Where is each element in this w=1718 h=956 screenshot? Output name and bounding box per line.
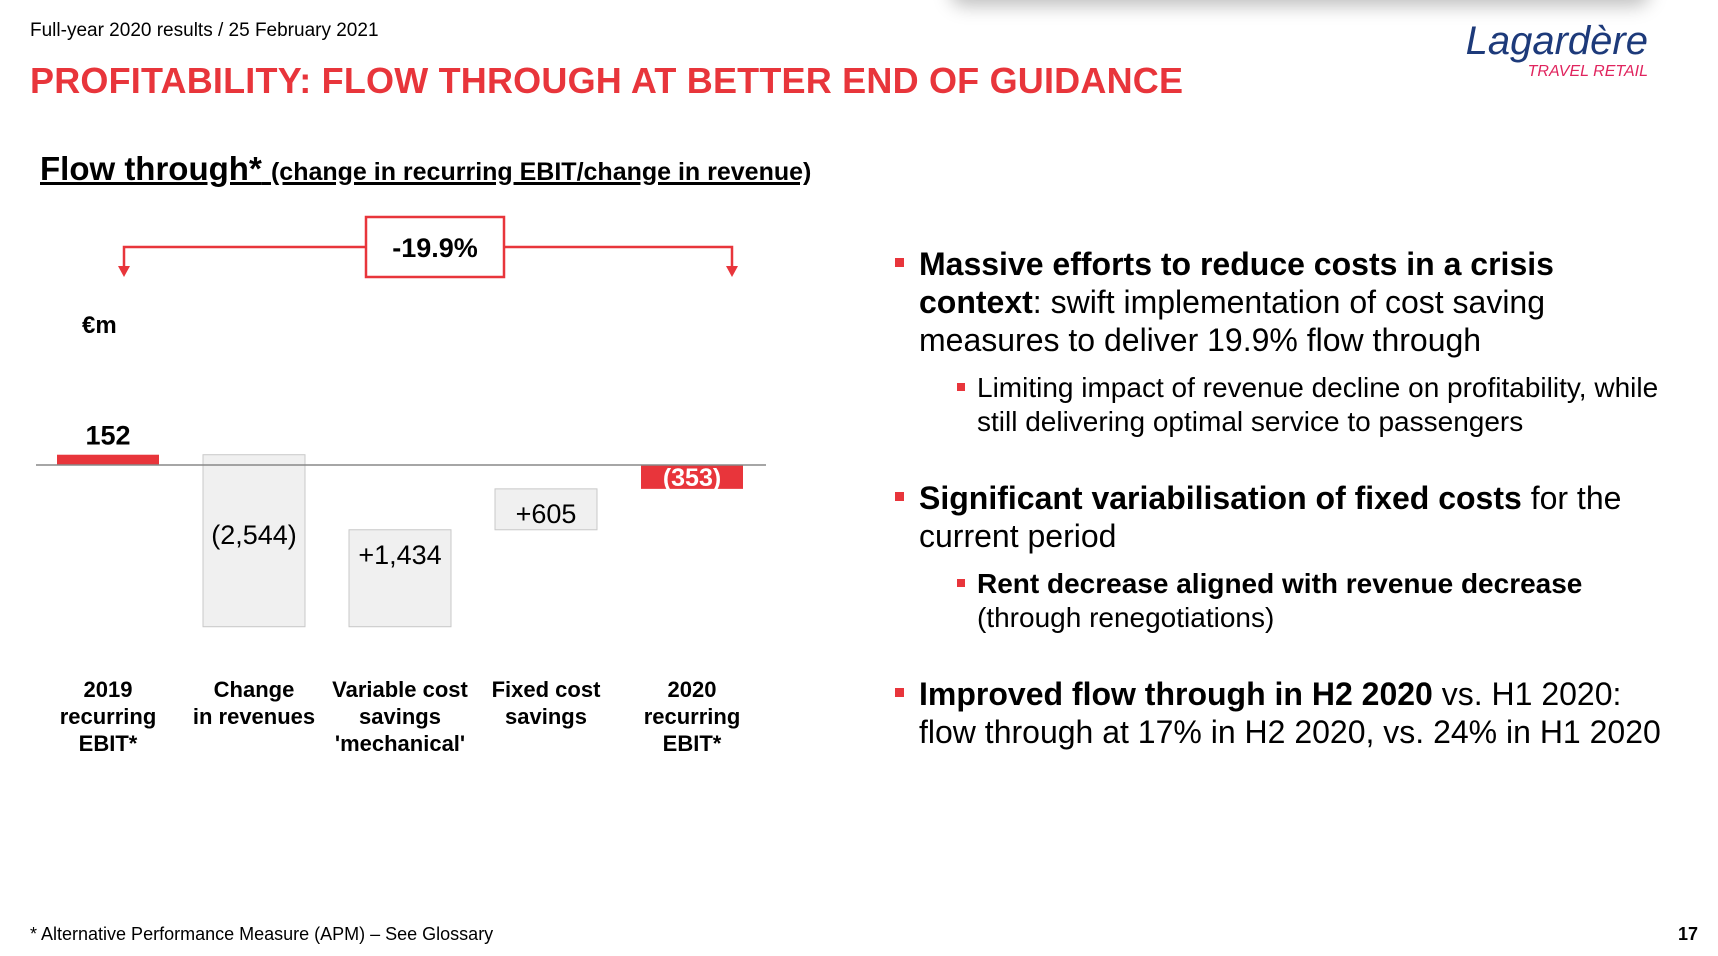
category-tick-label: EBIT* bbox=[79, 731, 138, 756]
bar-value-label: 152 bbox=[85, 421, 130, 451]
unit-label: €m bbox=[82, 312, 117, 339]
category-tick-label: savings bbox=[505, 704, 587, 729]
bullet-h2-flow-through: Improved flow through in H2 2020 vs. H1 … bbox=[895, 675, 1685, 751]
waterfall-bar bbox=[348, 529, 452, 628]
chart-title: Flow through* bbox=[40, 150, 262, 187]
bullet-text: vs. H1 2020: flow through at 17% in H2 2… bbox=[919, 676, 1661, 750]
chart-heading: Flow through* (change in recurring EBIT/… bbox=[40, 150, 811, 188]
bullet-text: : swift implementation of cost saving me… bbox=[919, 284, 1546, 358]
flow-through-waterfall-chart: €m152(2,544)+1,434+605(353)2019recurring… bbox=[36, 215, 766, 756]
bar-value-label: +1,434 bbox=[358, 540, 441, 570]
category-tick-label: savings bbox=[359, 704, 441, 729]
category-tick-label: recurring bbox=[60, 704, 157, 729]
commentary-bullets: Massive efforts to reduce costs in a cri… bbox=[895, 245, 1685, 791]
waterfall-bar bbox=[202, 454, 306, 628]
annotation-arrow-left bbox=[118, 266, 130, 277]
bar-value-label: (2,544) bbox=[211, 520, 297, 550]
annotation-bracket-left bbox=[122, 245, 366, 268]
bullet-bold: Significant variabilisation of fixed cos… bbox=[919, 480, 1522, 516]
category-tick-label: 2020 bbox=[668, 677, 717, 702]
sub-bullet-rent-decrease: Rent decrease aligned with revenue decre… bbox=[957, 567, 1685, 635]
bullet-bold: Massive efforts to reduce costs in a cri… bbox=[919, 246, 1554, 320]
category-tick-label: Fixed cost bbox=[492, 677, 601, 702]
logo-wordmark: Lagardère bbox=[1466, 19, 1648, 63]
category-tick-label: Change bbox=[214, 677, 295, 702]
sub-bullet-bold: Rent decrease aligned with revenue decre… bbox=[977, 568, 1583, 599]
page-number: 17 bbox=[1677, 924, 1698, 944]
bullet-text: for the current period bbox=[919, 480, 1622, 554]
chart-subtitle: (change in recurring EBIT/change in reve… bbox=[270, 158, 812, 186]
bullet-bold: Improved flow through in H2 2020 bbox=[919, 676, 1433, 712]
category-tick-label: recurring bbox=[644, 704, 741, 729]
bullet-fixed-costs: Significant variabilisation of fixed cos… bbox=[895, 479, 1685, 635]
lagardere-logo: Lagardère TRAVEL RETAIL bbox=[1466, 19, 1648, 80]
bullet-cost-reduction: Massive efforts to reduce costs in a cri… bbox=[895, 245, 1685, 439]
waterfall-bar bbox=[57, 454, 159, 465]
category-tick-label: Variable cost bbox=[332, 677, 468, 702]
annotation-flow-through-value: -19.9% bbox=[392, 233, 478, 263]
category-tick-label: EBIT* bbox=[663, 731, 722, 756]
waterfall-bar bbox=[494, 488, 598, 531]
category-tick-label: in revenues bbox=[193, 704, 315, 729]
sub-bullet-text: Limiting impact of revenue decline on pr… bbox=[977, 372, 1659, 437]
annotation-box bbox=[364, 215, 506, 279]
sub-bullet-text: (through renegotiations) bbox=[977, 602, 1275, 633]
sub-bullet-revenue-impact: Limiting impact of revenue decline on pr… bbox=[957, 371, 1685, 439]
slide-title: PROFITABILITY: FLOW THROUGH AT BETTER EN… bbox=[30, 60, 1184, 101]
category-tick-label: 2019 bbox=[84, 677, 133, 702]
bar-value-label: (353) bbox=[663, 464, 721, 492]
footnote: * Alternative Performance Measure (APM) … bbox=[30, 924, 494, 944]
annotation-bracket-right bbox=[504, 245, 734, 268]
bar-value-label: +605 bbox=[516, 499, 577, 529]
annotation-arrow-right bbox=[726, 266, 738, 277]
header-date: Full-year 2020 results / 25 February 202… bbox=[30, 20, 379, 41]
logo-tagline: TRAVEL RETAIL bbox=[1528, 63, 1648, 80]
category-tick-label: 'mechanical' bbox=[335, 731, 465, 756]
waterfall-bar bbox=[641, 465, 743, 489]
